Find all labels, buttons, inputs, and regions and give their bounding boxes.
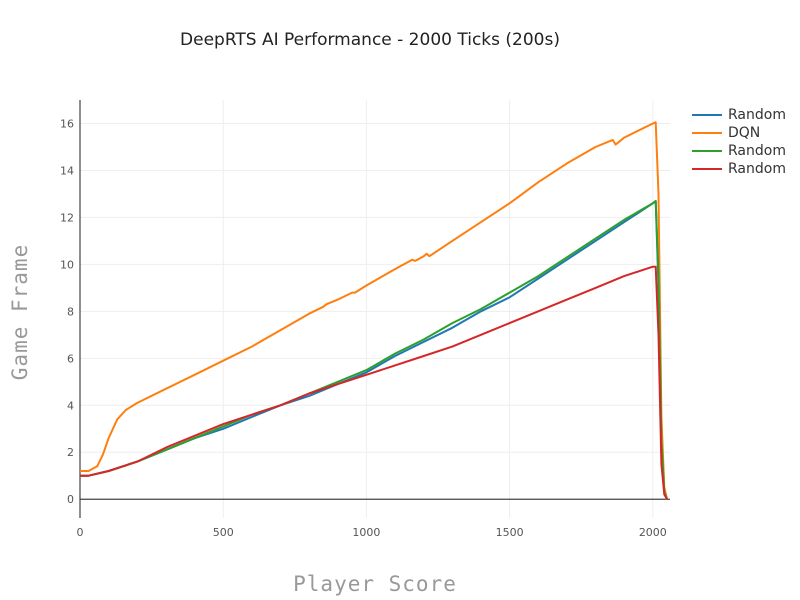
- y-tick-label: 16: [60, 117, 74, 130]
- legend-item-random-red[interactable]: Random: [692, 160, 786, 178]
- y-tick-label: 10: [60, 258, 74, 271]
- y-axis-label: Game Frame: [8, 243, 32, 381]
- legend-swatch: [692, 132, 722, 134]
- x-tick-label: 1000: [352, 526, 380, 539]
- chart-title: DeepRTS AI Performance - 2000 Ticks (200…: [180, 30, 560, 50]
- x-tick-label: 500: [213, 526, 234, 539]
- series-line-3: [80, 265, 668, 500]
- legend[interactable]: Random DQN Random Random: [692, 106, 786, 178]
- y-tick-label: 0: [67, 493, 74, 506]
- x-axis-label: Player Score: [293, 572, 457, 596]
- tick-label-layer: 0 500 1000 1500 2000 0 2 4 6 8 10 12 14 16: [60, 117, 667, 539]
- series-line-1: [80, 121, 669, 500]
- x-tick-label: 1500: [496, 526, 524, 539]
- legend-label: Random: [728, 161, 786, 177]
- legend-item-random-blue[interactable]: Random: [692, 106, 786, 124]
- series-line-0: [80, 200, 669, 500]
- x-tick-label: 2000: [639, 526, 667, 539]
- y-tick-label: 14: [60, 164, 74, 177]
- legend-item-random-green[interactable]: Random: [692, 142, 786, 160]
- y-tick-label: 4: [67, 399, 74, 412]
- legend-label: Random: [728, 143, 786, 159]
- y-tick-label: 12: [60, 211, 74, 224]
- x-tick-label: 0: [77, 526, 84, 539]
- legend-swatch: [692, 168, 722, 170]
- legend-label: Random: [728, 107, 786, 123]
- series-line-2: [80, 200, 669, 500]
- legend-item-dqn[interactable]: DQN: [692, 124, 786, 142]
- y-tick-label: 6: [67, 352, 74, 365]
- y-tick-label: 8: [67, 305, 74, 318]
- grid-layer: [79, 100, 670, 518]
- series-layer: [80, 121, 669, 500]
- legend-label: DQN: [728, 125, 761, 141]
- legend-swatch: [692, 150, 722, 152]
- y-tick-label: 2: [67, 446, 74, 459]
- legend-swatch: [692, 114, 722, 116]
